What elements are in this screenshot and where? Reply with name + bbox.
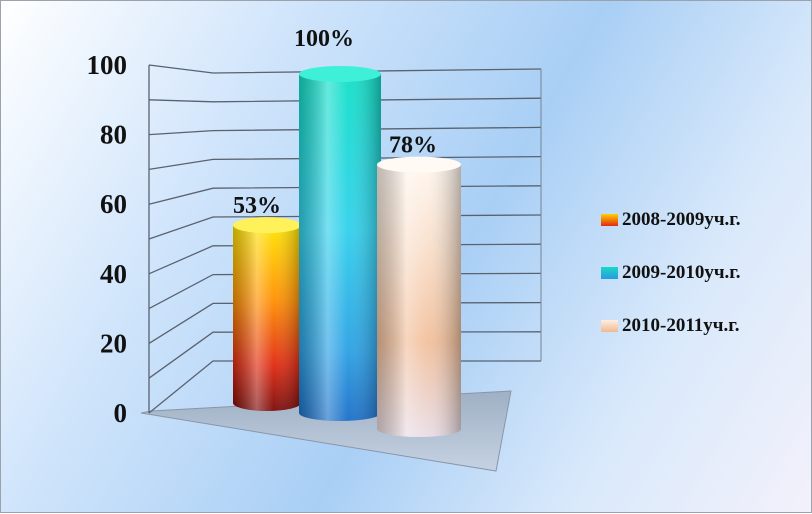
y-tick-label: 20 (100, 328, 127, 358)
legend-label: 2008-2009уч.г. (622, 208, 741, 230)
legend: 2008-2009уч.г. 2009-2010уч.г. 2010-2011у… (601, 206, 741, 365)
legend-swatch (601, 213, 618, 226)
legend-label: 2009-2010уч.г. (622, 261, 741, 283)
bar-top (299, 66, 381, 82)
bar-top (377, 156, 461, 173)
bar (233, 217, 301, 411)
bar-top (233, 217, 301, 234)
bar (377, 156, 461, 437)
bar (299, 66, 381, 421)
legend-item: 2009-2010уч.г. (601, 259, 741, 286)
bar-shading (377, 164, 461, 437)
y-tick-label: 80 (100, 120, 127, 150)
data-label: 100% (294, 26, 354, 52)
legend-item: 2010-2011уч.г. (601, 312, 741, 339)
gridline (148, 126, 542, 136)
legend-label: 2010-2011уч.г. (622, 314, 740, 336)
legend-swatch (601, 319, 618, 332)
y-tick-label: 0 (114, 398, 128, 428)
y-tick-label: 40 (100, 259, 127, 289)
y-tick-label: 60 (100, 189, 127, 219)
legend-swatch (601, 266, 618, 279)
data-label: 53% (233, 193, 281, 219)
gridline (148, 64, 542, 74)
data-label: 78% (389, 133, 437, 159)
legend-item: 2008-2009уч.г. (601, 206, 741, 233)
gridline (148, 97, 542, 103)
bar-shading (233, 225, 301, 411)
bar-shading (299, 74, 381, 421)
y-tick-label: 100 (87, 50, 128, 80)
